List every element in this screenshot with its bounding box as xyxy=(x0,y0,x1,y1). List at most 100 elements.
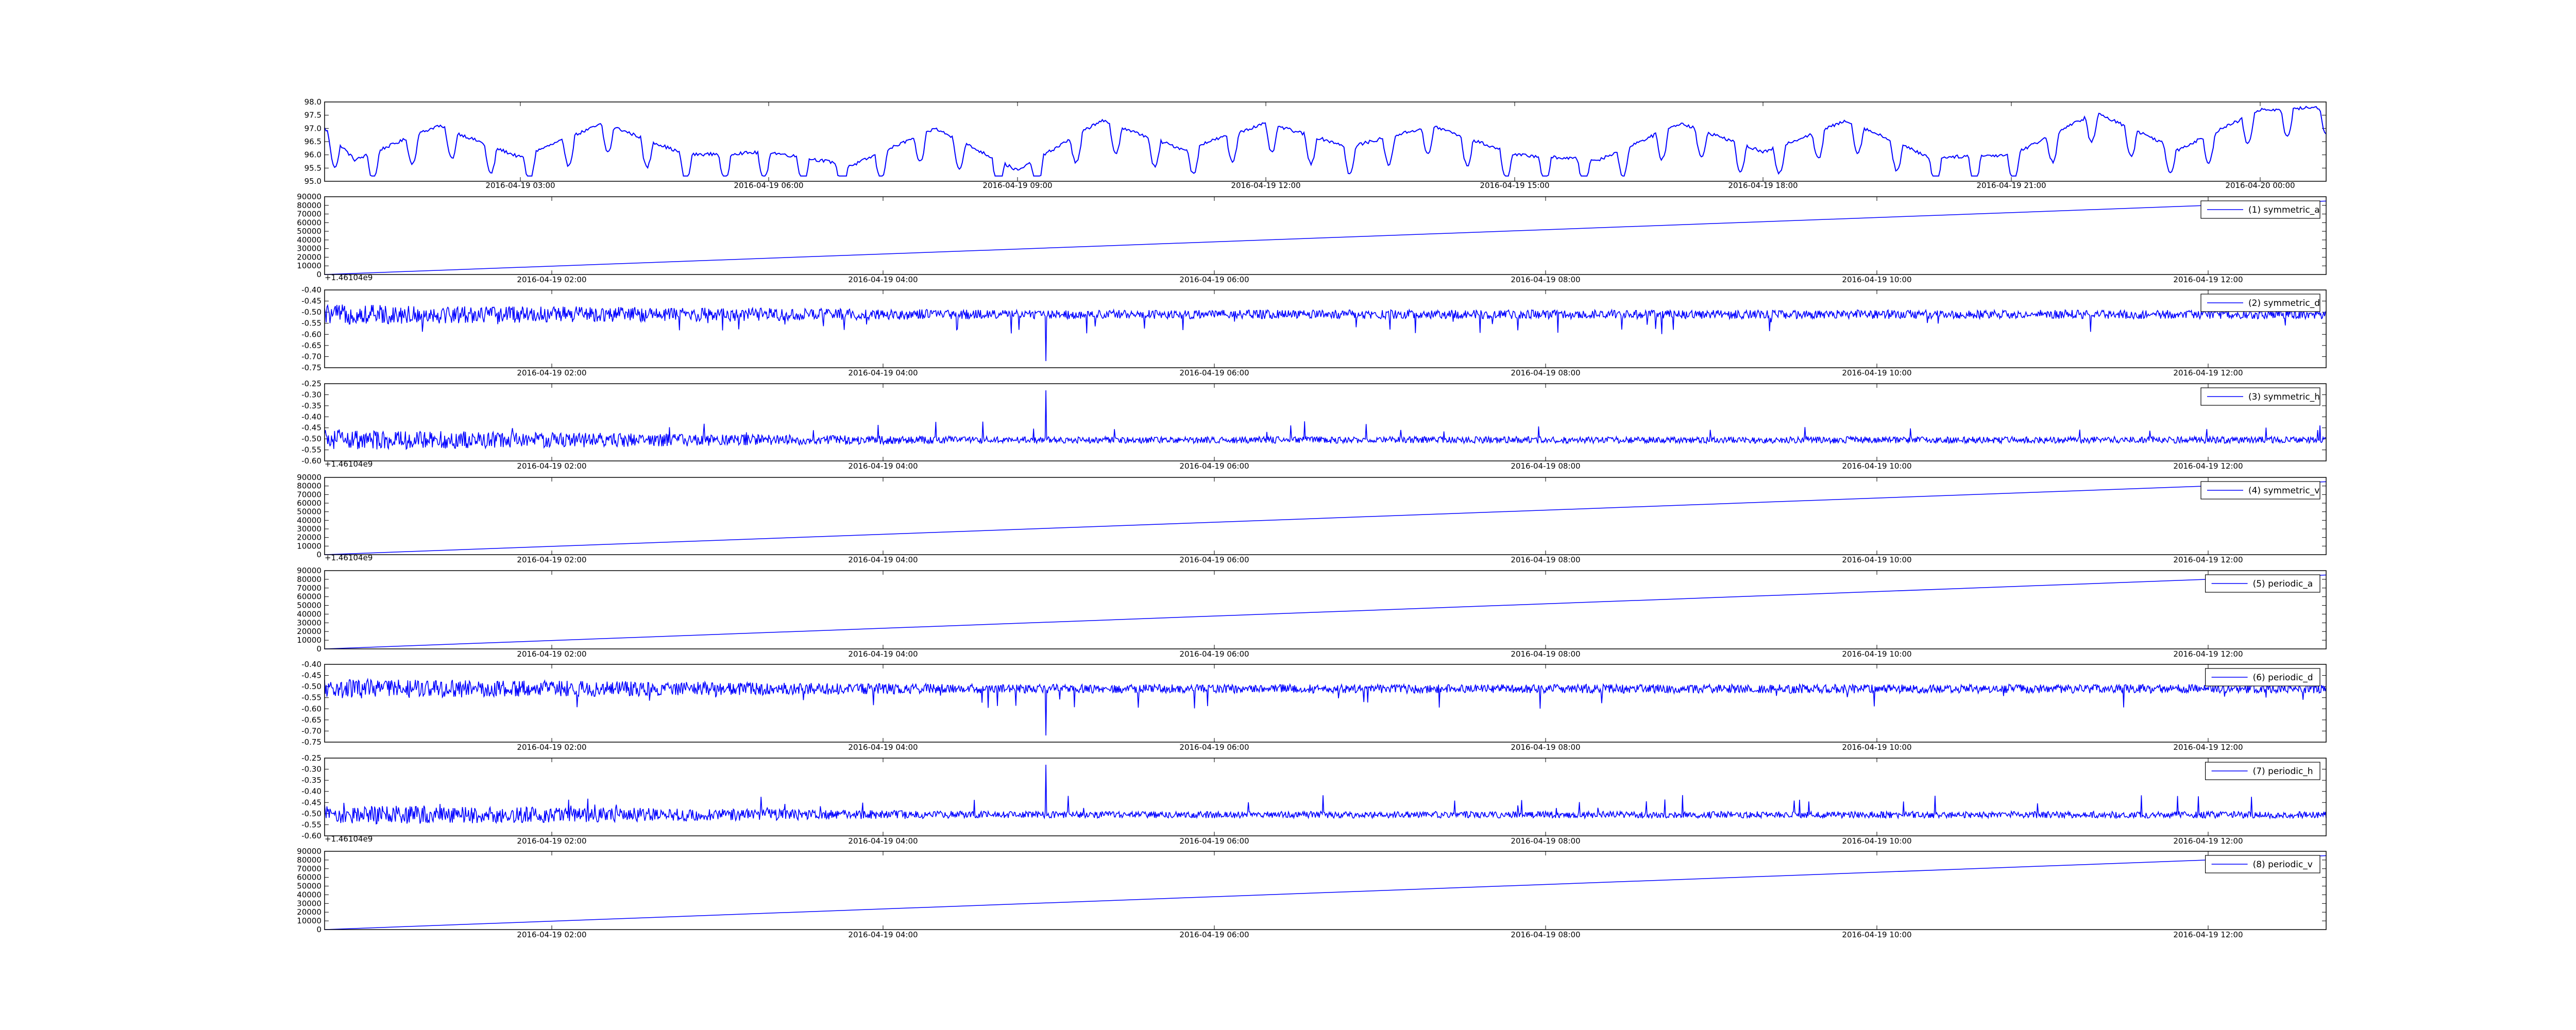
y-tick-label: 96.0 xyxy=(304,150,321,160)
y-tick-label: 98.0 xyxy=(304,97,321,107)
subplot-2: 0100002000030000400005000060000700008000… xyxy=(297,192,2327,284)
series-line xyxy=(324,304,2327,362)
y-tick-label: -0.25 xyxy=(301,379,321,388)
y-tick-label: 80000 xyxy=(297,855,321,865)
y-tick-label: -0.65 xyxy=(301,341,321,350)
y-tick-label: -0.60 xyxy=(301,831,321,840)
subplot-9: 0100002000030000400005000060000700008000… xyxy=(297,847,2327,939)
x-tick-label: 2016-04-19 06:00 xyxy=(1179,743,1249,752)
subplot-8: -0.60 -0.55 -0.50 -0.45 -0.40 -0.35 -0.30 -0.25… xyxy=(301,753,2327,846)
x-tick-label: 2016-04-19 02:00 xyxy=(517,743,586,752)
y-tick-label: -0.60 xyxy=(301,330,321,339)
x-tick-label: 2016-04-19 12:00 xyxy=(2173,461,2243,471)
legend-label: (2) symmetric_d xyxy=(2248,298,2320,308)
x-tick-label: 2016-04-19 04:00 xyxy=(848,743,918,752)
y-tick-label: 90000 xyxy=(297,473,321,482)
y-tick-label: -0.60 xyxy=(301,456,321,466)
y-tick-label: -0.50 xyxy=(301,307,321,317)
y-tick-label: -0.75 xyxy=(301,363,321,372)
y-tick-label: -0.45 xyxy=(301,423,321,433)
y-tick-label: 60000 xyxy=(297,499,321,508)
x-tick-label: 2016-04-19 04:00 xyxy=(848,555,918,564)
y-tick-label: 10000 xyxy=(297,261,321,270)
x-tick-label: 2016-04-19 12:00 xyxy=(2173,649,2243,659)
x-tick-label: 2016-04-20 00:00 xyxy=(2225,181,2295,190)
offset-text: +1.46104e9 xyxy=(325,273,372,282)
offset-text: +1.46104e9 xyxy=(325,834,372,844)
series-line xyxy=(324,574,2327,649)
y-tick-label: -0.35 xyxy=(301,776,321,785)
y-tick-label: 60000 xyxy=(297,873,321,882)
x-tick-label: 2016-04-19 08:00 xyxy=(1511,743,1580,752)
axes-frame xyxy=(324,289,2327,368)
x-tick-label: 2016-04-19 04:00 xyxy=(848,836,918,846)
legend-label: (6) periodic_d xyxy=(2253,673,2313,683)
x-tick-label: 2016-04-19 10:00 xyxy=(1842,461,1911,471)
y-tick-label: -0.40 xyxy=(301,660,321,669)
x-tick-label: 2016-04-19 06:00 xyxy=(1179,275,1249,284)
x-tick-label: 2016-04-19 10:00 xyxy=(1842,368,1911,377)
axes-frame xyxy=(324,101,2327,182)
y-tick-label: 80000 xyxy=(297,575,321,584)
y-tick-label: -0.50 xyxy=(301,434,321,443)
x-tick-label: 2016-04-19 02:00 xyxy=(517,368,586,377)
x-tick-label: 2016-04-19 08:00 xyxy=(1511,368,1580,377)
x-tick-label: 2016-04-19 15:00 xyxy=(1480,181,1549,190)
x-tick-label: 2016-04-19 06:00 xyxy=(734,181,803,190)
y-tick-label: 90000 xyxy=(297,192,321,201)
x-tick-label: 2016-04-19 06:00 xyxy=(1179,461,1249,471)
y-tick-label: -0.55 xyxy=(301,820,321,829)
series-line xyxy=(324,764,2327,825)
axes-frame xyxy=(324,664,2327,743)
y-tick-label: -0.45 xyxy=(301,297,321,306)
x-tick-label: 2016-04-19 10:00 xyxy=(1842,930,1911,939)
x-tick-label: 2016-04-19 04:00 xyxy=(848,275,918,284)
y-tick-label: 95.5 xyxy=(304,163,321,173)
legend-label: (3) symmetric_h xyxy=(2248,392,2320,402)
x-tick-label: 2016-04-19 12:00 xyxy=(2173,930,2243,939)
x-tick-label: 2016-04-19 10:00 xyxy=(1842,275,1911,284)
x-tick-label: 2016-04-19 12:00 xyxy=(2173,275,2243,284)
y-tick-label: 20000 xyxy=(297,252,321,262)
legend-label: (1) symmetric_a xyxy=(2248,205,2320,215)
x-tick-label: 2016-04-19 03:00 xyxy=(485,181,555,190)
x-tick-label: 2016-04-19 04:00 xyxy=(848,930,918,939)
y-tick-label: 60000 xyxy=(297,218,321,227)
x-tick-label: 2016-04-19 02:00 xyxy=(517,461,586,471)
x-tick-label: 2016-04-19 02:00 xyxy=(517,930,586,939)
y-tick-label: -0.70 xyxy=(301,352,321,361)
x-tick-label: 2016-04-19 10:00 xyxy=(1842,555,1911,564)
y-tick-label: 70000 xyxy=(297,583,321,593)
y-tick-label: -0.50 xyxy=(301,682,321,691)
y-tick-label: 20000 xyxy=(297,627,321,636)
x-tick-label: 2016-04-19 08:00 xyxy=(1511,649,1580,659)
x-tick-label: 2016-04-19 09:00 xyxy=(982,181,1052,190)
y-tick-label: -0.25 xyxy=(301,753,321,763)
x-tick-label: 2016-04-19 02:00 xyxy=(517,836,586,846)
x-tick-label: 2016-04-19 12:00 xyxy=(2173,836,2243,846)
subplot-1: 95.0 95.5 96.0 96.5 97.0 97.5 98.0 2016-04-19 0… xyxy=(304,97,2327,190)
series-line xyxy=(324,200,2327,275)
y-tick-label: 40000 xyxy=(297,235,321,245)
series-line xyxy=(324,390,2327,451)
offset-text: +1.46104e9 xyxy=(325,553,372,562)
y-tick-label: -0.45 xyxy=(301,798,321,807)
axes-frame xyxy=(324,477,2327,555)
x-tick-label: 2016-04-19 10:00 xyxy=(1842,649,1911,659)
x-tick-label: 2016-04-19 06:00 xyxy=(1179,836,1249,846)
axes-frame xyxy=(324,196,2327,275)
subplot-6: 0100002000030000400005000060000700008000… xyxy=(297,566,2327,659)
x-tick-label: 2016-04-19 06:00 xyxy=(1179,368,1249,377)
legend-label: (7) periodic_h xyxy=(2253,766,2313,777)
subplot-7: -0.75 -0.70-0.65 -0.60 -0.55 -0.50 -0.45 -0.40… xyxy=(301,660,2327,752)
y-tick-label: 70000 xyxy=(297,864,321,873)
y-tick-label: 40000 xyxy=(297,890,321,899)
legend-label: (8) periodic_v xyxy=(2253,860,2313,870)
y-tick-label: -0.40 xyxy=(301,787,321,796)
x-tick-label: 2016-04-19 12:00 xyxy=(2173,368,2243,377)
legend-label: (5) periodic_a xyxy=(2253,579,2313,589)
y-tick-label: 80000 xyxy=(297,482,321,491)
y-tick-label: 70000 xyxy=(297,210,321,219)
y-tick-label: 30000 xyxy=(297,618,321,627)
